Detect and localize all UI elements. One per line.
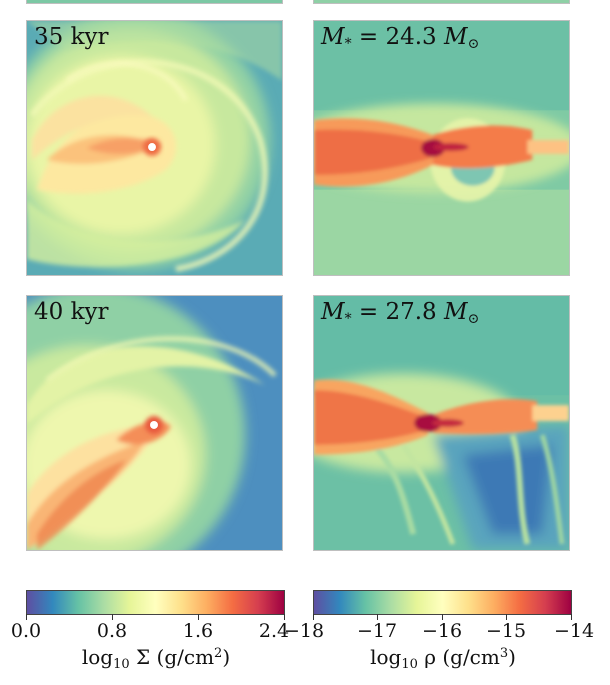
colorbar-tick bbox=[442, 614, 443, 620]
colorbar-tick bbox=[571, 614, 572, 620]
density-slice-panel-top: M* = 24.3 M⊙ bbox=[313, 20, 570, 276]
surface-density-map-35kyr bbox=[27, 21, 282, 275]
colorbar-tick-label: 1.6 bbox=[182, 620, 214, 642]
colorbar-tick-label: −17 bbox=[356, 620, 398, 642]
colorbar-tick-label: −16 bbox=[421, 620, 463, 642]
stellar-mass-label-top: M* = 24.3 M⊙ bbox=[321, 24, 480, 52]
colorbar-tick-label: 0.8 bbox=[96, 620, 128, 642]
surface-density-colorbar bbox=[26, 590, 285, 615]
surface-density-panel-35kyr: 35 kyr bbox=[26, 20, 283, 276]
stellar-mass-label-bottom: M* = 27.8 M⊙ bbox=[321, 299, 480, 327]
time-label-35kyr: 35 kyr bbox=[34, 24, 109, 50]
colorbar-tick-label: −15 bbox=[485, 620, 527, 642]
colorbar-tick-label: 0.0 bbox=[10, 620, 42, 642]
time-label-40kyr: 40 kyr bbox=[34, 299, 109, 325]
colorbar-tick bbox=[377, 614, 378, 620]
density-slice-map-bottom bbox=[314, 296, 569, 550]
density-slice-map-top bbox=[314, 21, 569, 275]
surface-density-colorbar-label: log10 Σ (g/cm2) bbox=[81, 645, 231, 672]
surface-density-panel-40kyr: 40 kyr bbox=[26, 295, 283, 551]
top-strip-right bbox=[313, 0, 570, 4]
colorbar-tick bbox=[313, 614, 314, 620]
density-slice-panel-bottom: M* = 27.8 M⊙ bbox=[313, 295, 570, 551]
colorbar-tick bbox=[284, 614, 285, 620]
colorbar-tick-label: −14 bbox=[553, 620, 595, 642]
surface-density-map-40kyr bbox=[27, 296, 282, 550]
volume-density-colorbar bbox=[313, 590, 572, 615]
colorbar-tick bbox=[26, 614, 27, 620]
colorbar-tick bbox=[198, 614, 199, 620]
colorbar-tick-label: 2.4 bbox=[258, 620, 290, 642]
volume-density-colorbar-label: log10 ρ (g/cm3) bbox=[370, 645, 516, 672]
colorbar-tick-label: −18 bbox=[283, 620, 325, 642]
colorbar-tick bbox=[112, 614, 113, 620]
colorbar-tick bbox=[506, 614, 507, 620]
top-strip-left bbox=[26, 0, 283, 4]
